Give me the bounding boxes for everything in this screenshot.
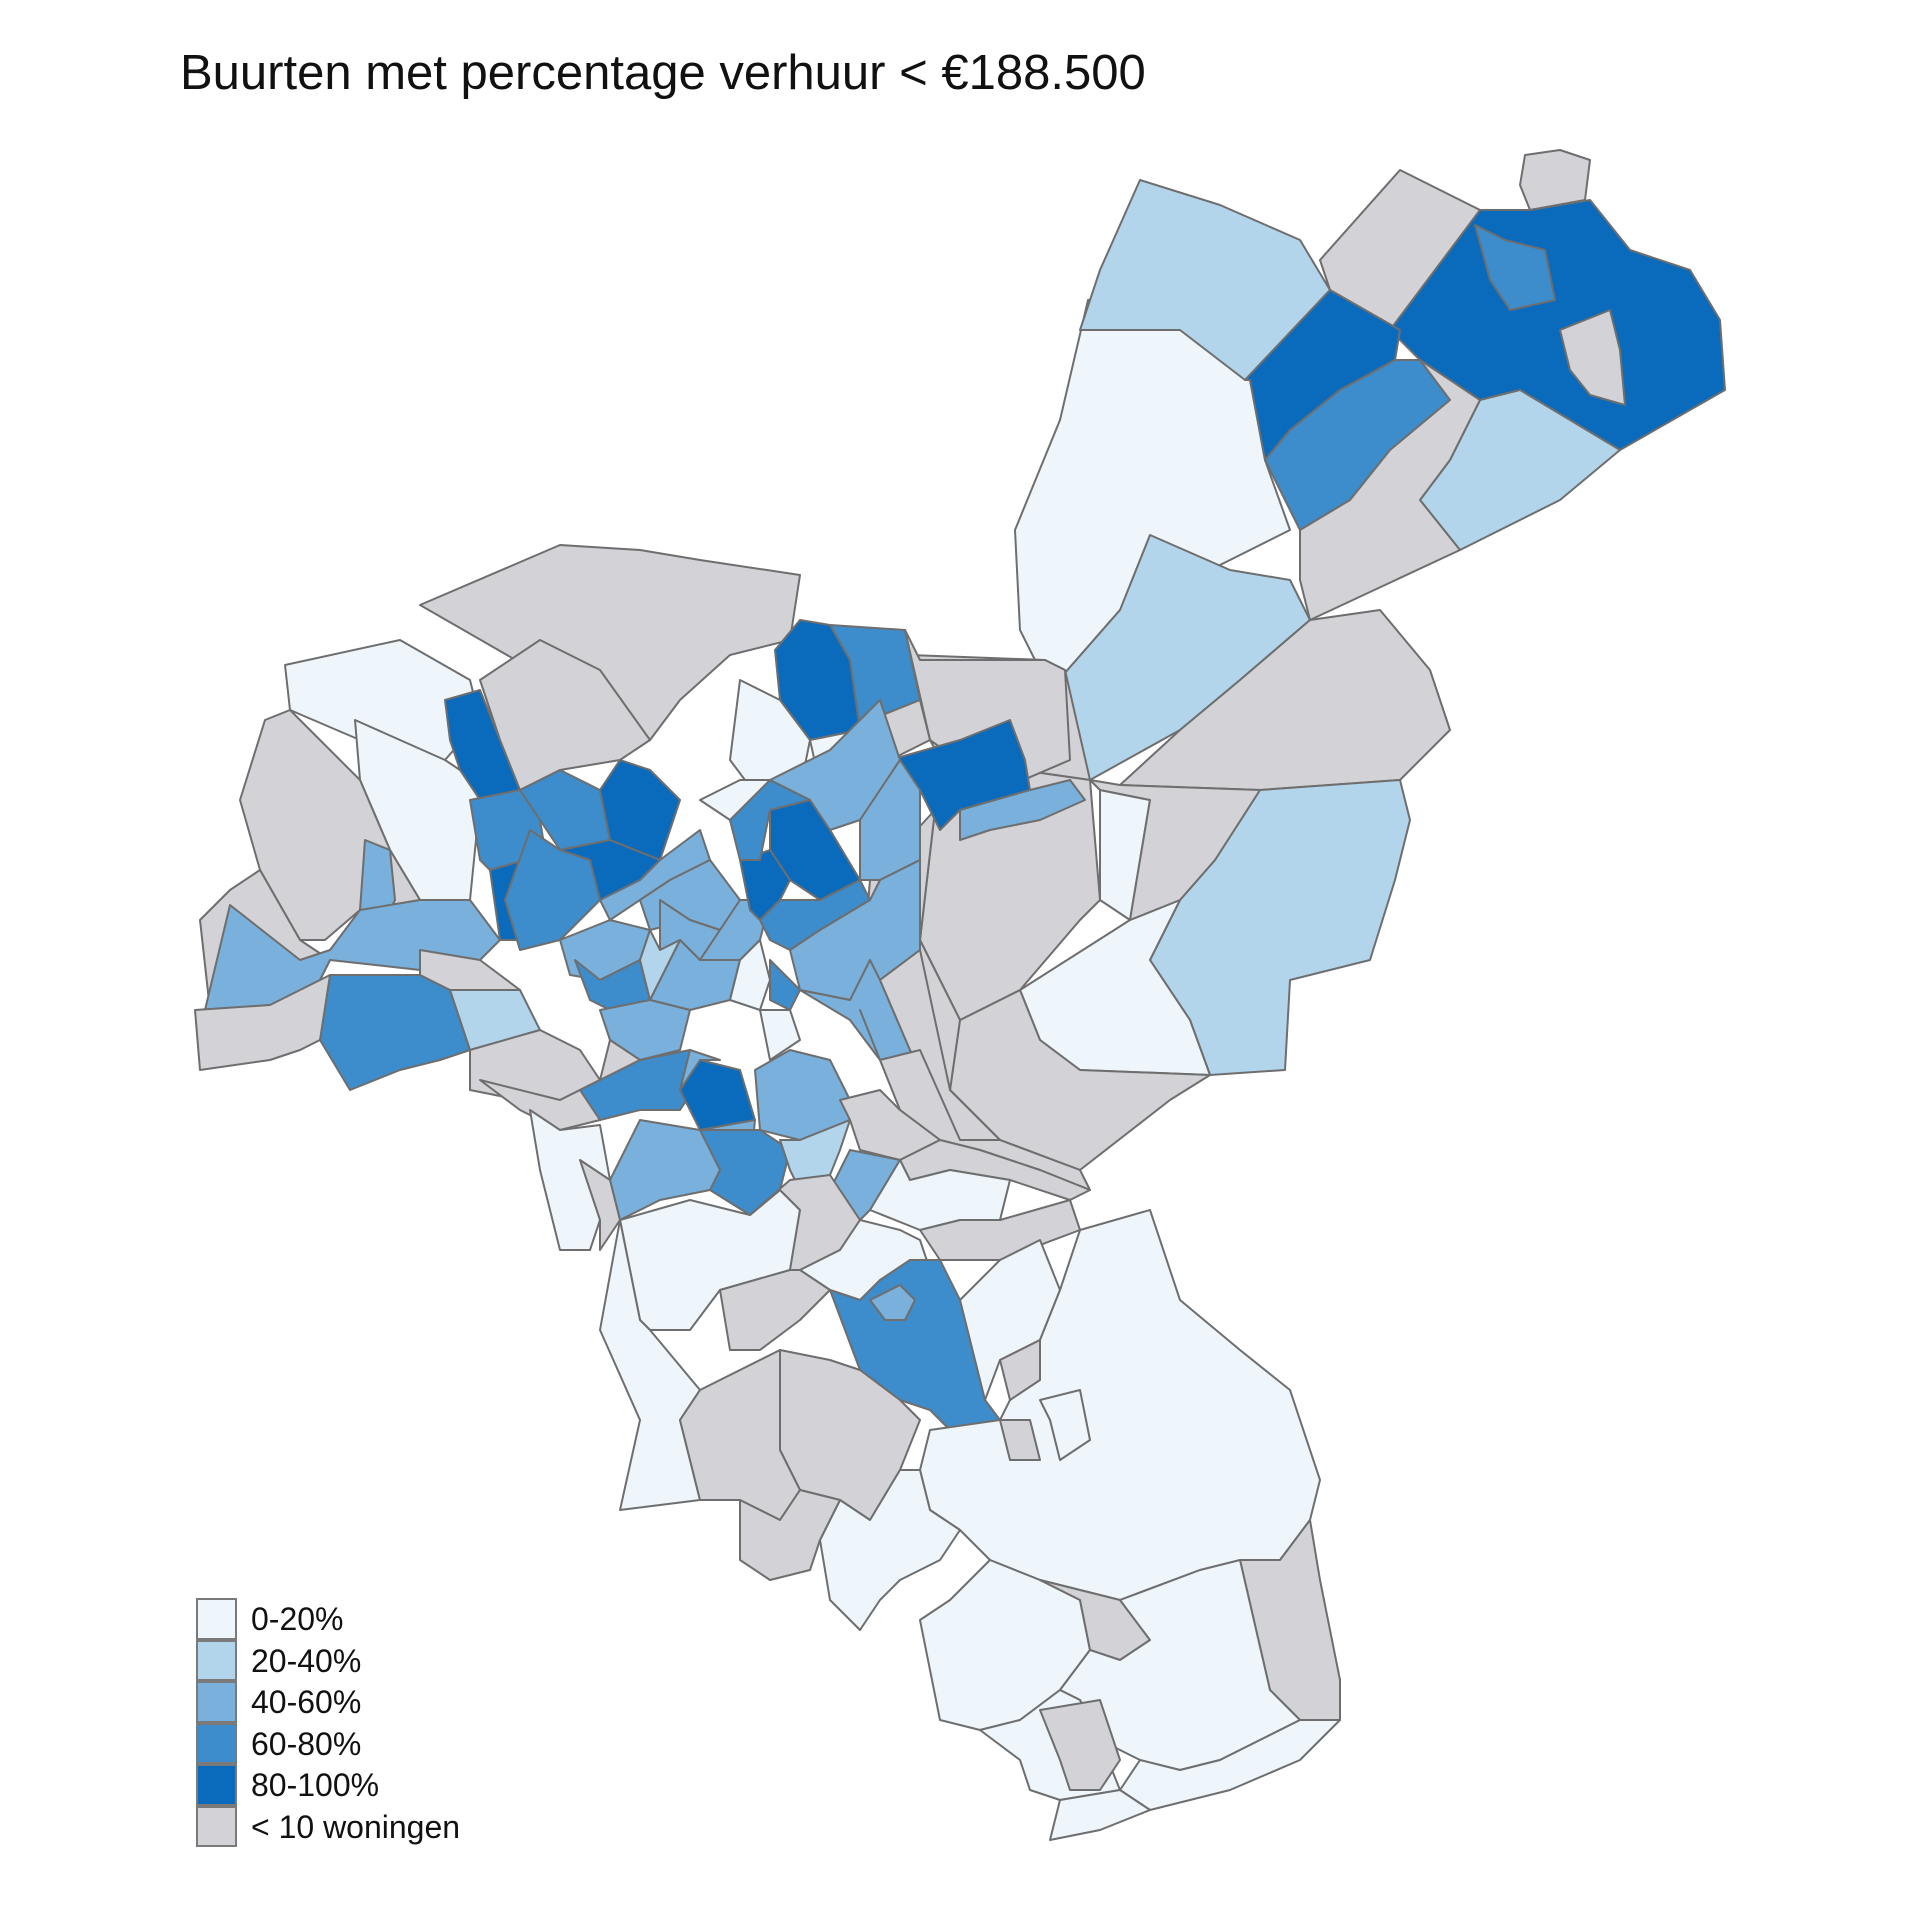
- region-sa-pale-8: [1119, 1719, 1341, 1811]
- region-ne-inner-mid: [1474, 224, 1556, 311]
- legend-label: 60-80%: [251, 1725, 362, 1762]
- region-c-pale-1: [729, 939, 771, 1011]
- region-sa-grey-11: [1039, 1699, 1121, 1791]
- region-s-grey-d: [579, 1159, 621, 1251]
- region-sa-grey-8: [739, 1489, 841, 1581]
- region-sa-mid-inner: [869, 1284, 916, 1321]
- legend-swatch: [196, 1764, 237, 1806]
- region-c-light-7: [639, 929, 681, 1001]
- region-sa-pale-bottom: [1049, 1789, 1151, 1841]
- legend-label: 20-40%: [251, 1642, 362, 1679]
- region-c-pale-2: [699, 779, 771, 821]
- region-sa-pale-4: [819, 1469, 961, 1631]
- region-sa-grey-3: [719, 1269, 831, 1351]
- legend-label: 0-20%: [251, 1601, 344, 1637]
- region-ne-inner-grey: [1559, 309, 1626, 406]
- region-sa-pale-big: [919, 1209, 1321, 1601]
- region-w-mid-c: [319, 974, 471, 1091]
- region-ce-grey-4: [1089, 779, 1261, 921]
- region-c-mid-1: [504, 829, 601, 951]
- region-sa-grey-6: [999, 1339, 1041, 1401]
- legend-swatch: [196, 1598, 237, 1640]
- region-w-grey-d: [419, 949, 521, 991]
- legend-label: 80-100%: [251, 1767, 380, 1803]
- region-ne-grey-c: [1299, 359, 1481, 621]
- region-w-grey-c: [194, 974, 331, 1071]
- legend-swatch: [196, 1805, 237, 1847]
- legend-swatch: [196, 1681, 237, 1723]
- region-s-light-1: [679, 1049, 721, 1091]
- region-sa-pale-inner-a: [1039, 1389, 1091, 1461]
- region-sa-grey-7: [999, 1419, 1041, 1461]
- legend-swatch: [196, 1722, 237, 1764]
- legend-swatch: [196, 1639, 237, 1681]
- region-n-light-strip: [959, 779, 1086, 841]
- legend-label: 40-60%: [251, 1684, 362, 1720]
- legend-label: < 10 woningen: [251, 1808, 461, 1845]
- region-se-pale-1: [759, 1009, 801, 1061]
- region-s-light-4: [779, 1119, 851, 1191]
- map-title: Buurten met percentage verhuur < €188.50…: [180, 46, 1146, 100]
